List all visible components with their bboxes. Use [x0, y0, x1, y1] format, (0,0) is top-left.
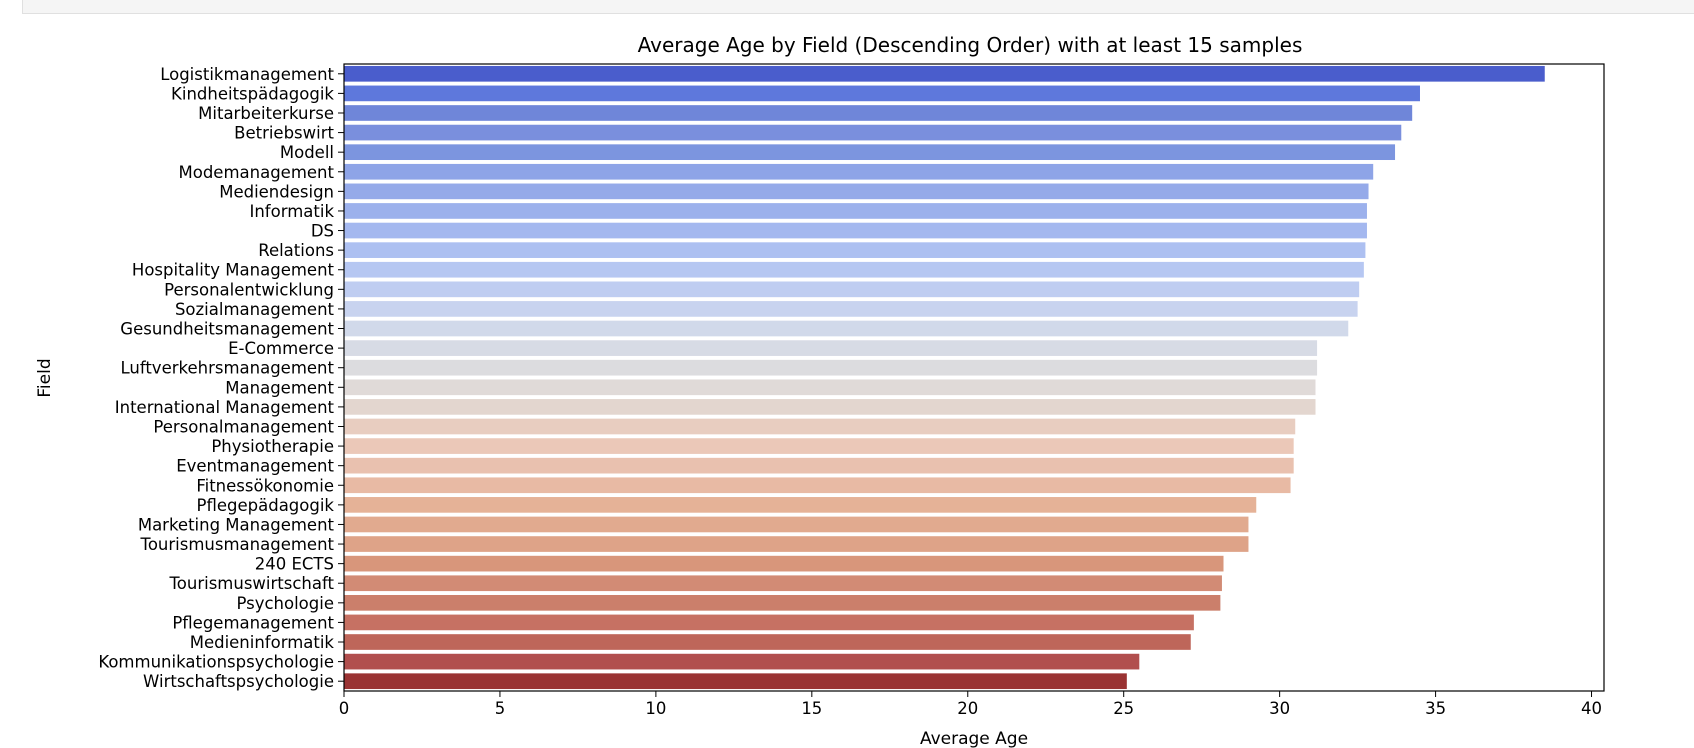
- bar-18: [344, 418, 1296, 435]
- bar-11: [344, 281, 1360, 298]
- y-tick-label: Relations: [258, 241, 334, 260]
- bar-24: [344, 536, 1249, 552]
- bar-29: [344, 634, 1191, 650]
- y-axis-label: Field: [35, 358, 55, 397]
- bar-30: [344, 653, 1140, 670]
- y-tick-label: Marketing Management: [138, 515, 335, 534]
- bars-group: [344, 65, 1545, 690]
- bar-10: [344, 261, 1364, 278]
- y-tick-label: Pflegepädagogik: [197, 496, 335, 515]
- y-tick-label: Hospitality Management: [132, 261, 335, 280]
- y-tick-label: Mitarbeiterkurse: [198, 104, 334, 123]
- bar-15: [344, 359, 1318, 376]
- bar-4: [344, 144, 1396, 161]
- bar-7: [344, 203, 1367, 219]
- y-tick-label: Psychologie: [236, 594, 334, 613]
- y-tick-label: Wirtschaftspsychologie: [143, 672, 334, 691]
- bar-26: [344, 575, 1222, 592]
- y-tick-label: Mediendesign: [219, 182, 334, 201]
- bar-28: [344, 614, 1194, 631]
- y-tick-label: Kommunikationspsychologie: [98, 653, 334, 672]
- y-tick-label: Gesundheitsmanagement: [120, 320, 334, 339]
- bar-19: [344, 438, 1294, 454]
- bar-13: [344, 320, 1349, 337]
- bar-16: [344, 379, 1316, 396]
- x-tick-label: 20: [957, 699, 978, 718]
- bar-3: [344, 124, 1402, 141]
- y-tick-label: Management: [225, 378, 334, 397]
- x-tick-label: 30: [1269, 699, 1290, 718]
- x-ticks: 0 5 10 15 20 25 30 35 40: [339, 691, 1602, 718]
- y-tick-label: Luftverkehrsmanagement: [120, 359, 334, 378]
- y-tick-label: Tourismusmanagement: [140, 535, 335, 554]
- bar-20: [344, 457, 1294, 474]
- bar-12: [344, 301, 1358, 317]
- bar-6: [344, 183, 1369, 200]
- bar-21: [344, 477, 1291, 494]
- y-tick-label: International Management: [115, 398, 335, 417]
- y-tick-label: Modell: [280, 143, 334, 162]
- bar-31: [344, 673, 1127, 690]
- x-tick-label: 40: [1581, 699, 1602, 718]
- bar-23: [344, 516, 1249, 533]
- bar-2: [344, 105, 1413, 121]
- plot-frame: [343, 63, 1605, 692]
- bar-0: [344, 65, 1545, 82]
- y-tick-label: Physiotherapie: [211, 437, 334, 456]
- chart-title: Average Age by Field (Descending Order) …: [638, 33, 1303, 57]
- y-tick-label: Eventmanagement: [176, 457, 334, 476]
- bar-25: [344, 555, 1224, 572]
- bar-14: [344, 340, 1318, 356]
- bar-27: [344, 594, 1221, 611]
- y-tick-label: Betriebswirt: [234, 124, 334, 143]
- y-tick-label: E-Commerce: [228, 339, 334, 358]
- y-tick-label: Medieninformatik: [190, 633, 335, 652]
- y-tick-labels: LogistikmanagementKindheitspädagogikMita…: [98, 65, 344, 691]
- y-tick-label: Informatik: [249, 202, 334, 221]
- y-tick-label: Kindheitspädagogik: [171, 84, 334, 103]
- x-tick-label: 25: [1113, 699, 1134, 718]
- y-tick-label: 240 ECTS: [255, 555, 334, 574]
- notebook-cell-border: [22, 0, 1694, 14]
- x-tick-label: 5: [495, 699, 506, 718]
- bar-5: [344, 163, 1374, 180]
- y-tick-label: Modemanagement: [179, 163, 335, 182]
- y-tick-label: Logistikmanagement: [160, 65, 334, 84]
- y-tick-label: Personalmanagement: [153, 417, 334, 436]
- bar-17: [344, 399, 1316, 415]
- x-tick-label: 35: [1425, 699, 1446, 718]
- x-tick-label: 0: [339, 699, 350, 718]
- bar-9: [344, 242, 1366, 258]
- y-tick-label: Sozialmanagement: [175, 300, 335, 319]
- y-tick-label: Fitnessökonomie: [196, 476, 334, 495]
- x-tick-label: 10: [645, 699, 666, 718]
- y-tick-label: Personalentwicklung: [164, 280, 334, 299]
- bar-22: [344, 497, 1257, 513]
- bar-1: [344, 85, 1420, 102]
- x-axis-label: Average Age: [920, 729, 1028, 748]
- y-tick-label: Pflegemanagement: [172, 613, 334, 632]
- y-tick-label: Tourismuswirtschaft: [169, 574, 335, 593]
- x-tick-label: 15: [801, 699, 822, 718]
- y-tick-label: DS: [311, 222, 334, 241]
- bar-8: [344, 222, 1367, 239]
